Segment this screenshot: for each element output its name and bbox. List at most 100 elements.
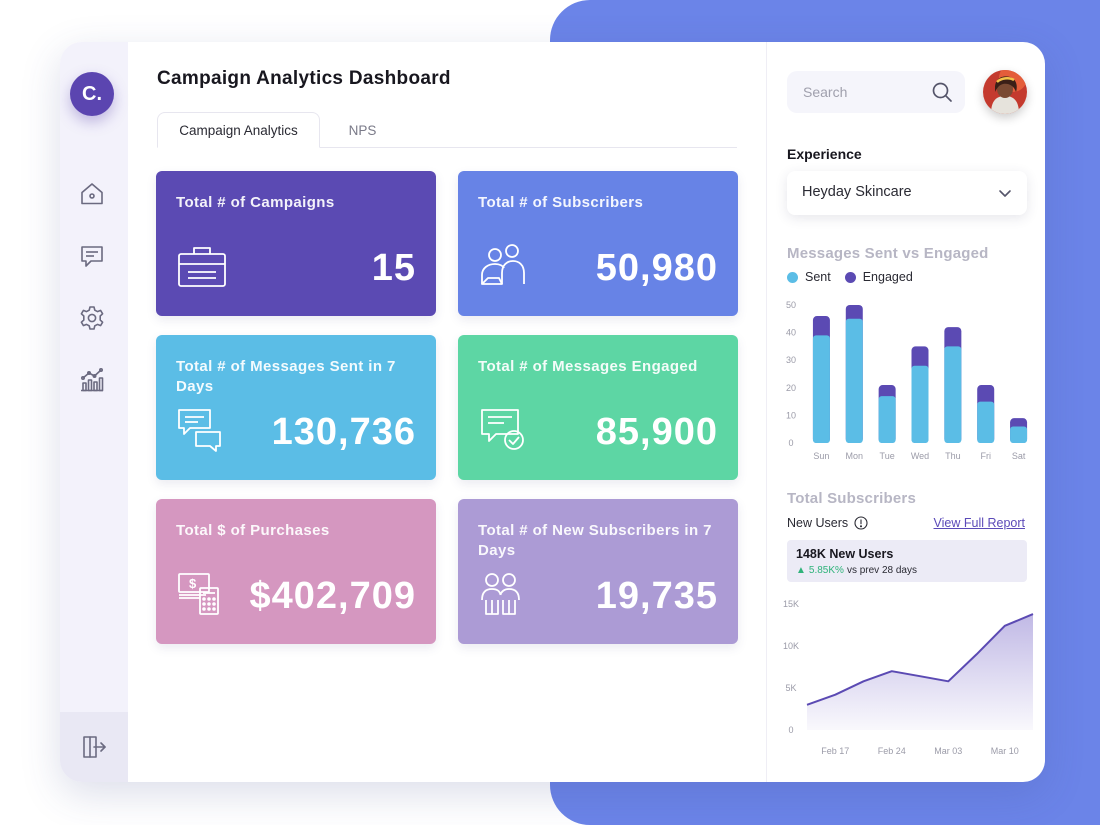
bar-sent xyxy=(878,396,896,443)
bar-sent xyxy=(1010,426,1028,443)
y-tick-label: 40 xyxy=(786,328,796,338)
messages-chart-title: Messages Sent vs Engaged xyxy=(787,245,989,262)
tab-nps[interactable]: NPS xyxy=(348,122,377,138)
card-value: 50,980 xyxy=(595,247,718,289)
x-tick-label: Mar 03 xyxy=(934,746,962,756)
card-total-subscribers[interactable]: Total # of Subscribers 50,980 xyxy=(458,171,738,316)
legend-item-engaged: Engaged xyxy=(844,270,913,284)
experience-title: Experience xyxy=(787,146,862,162)
search-icon[interactable] xyxy=(931,81,953,103)
card-label: Total # of Subscribers xyxy=(478,194,644,211)
x-tick-label: Tue xyxy=(880,451,895,461)
home-icon xyxy=(81,183,103,205)
card-total-purchases[interactable]: Total $ of Purchases $ $402,709 xyxy=(156,499,436,644)
card-total-campaigns[interactable]: Total # of Campaigns 15 xyxy=(156,171,436,316)
x-tick-label: Feb 24 xyxy=(878,746,906,756)
dashboard-window: C. xyxy=(60,42,1045,782)
messages-bar-chart: 0 10 20 30 40 50 Sun Mon Tue Wed Thu Fri Sat xyxy=(786,300,1028,461)
x-tick-label: Thu xyxy=(945,451,961,461)
card-new-subscribers[interactable]: Total # of New Subscribers in 7 Days 19,… xyxy=(458,499,738,644)
info-icon[interactable] xyxy=(854,516,868,530)
experience-select[interactable]: Heyday Skincare xyxy=(787,171,1027,215)
y-tick-label: 0 xyxy=(788,725,793,735)
card-value: 85,900 xyxy=(595,411,718,453)
money-calculator-icon: $ xyxy=(176,570,228,618)
card-messages-sent[interactable]: Total # of Messages Sent in 7 Days 130,7… xyxy=(156,335,436,480)
y-tick-label: 30 xyxy=(786,355,796,365)
avatar[interactable] xyxy=(983,70,1027,114)
card-messages-engaged[interactable]: Total # of Messages Engaged 85,900 xyxy=(458,335,738,480)
chat-icon xyxy=(81,246,103,267)
main-content: Campaign Analytics Dashboard Campaign An… xyxy=(128,42,766,782)
legend-dot-sent xyxy=(787,271,798,283)
y-tick-label: 15K xyxy=(783,599,799,609)
gear-icon xyxy=(80,306,104,330)
legend-label-sent: Sent xyxy=(805,270,831,284)
y-tick-label: 0 xyxy=(788,438,793,448)
area-fill xyxy=(807,614,1033,730)
view-full-report-link[interactable]: View Full Report xyxy=(933,516,1025,530)
analytics-icon xyxy=(80,367,104,392)
chevron-down-icon xyxy=(999,190,1011,197)
bar-stack-wed xyxy=(911,346,929,443)
bar-stack-sun xyxy=(812,316,830,443)
x-tick-label: Mon xyxy=(846,451,864,461)
card-value: 19,735 xyxy=(595,575,718,617)
summary-change-row: ▲ 5.85K% vs prev 28 days xyxy=(796,565,917,576)
series-line xyxy=(806,613,1034,706)
message-check-icon xyxy=(478,406,530,454)
messages-icon xyxy=(176,406,228,454)
new-users-label: New Users xyxy=(787,516,849,530)
tab-campaign-analytics[interactable]: Campaign Analytics xyxy=(157,112,320,148)
card-label: Total # of Messages Engaged xyxy=(478,358,698,375)
bar-stack-mon xyxy=(845,305,863,443)
sidebar-item-analytics[interactable] xyxy=(78,366,106,394)
right-panel: Experience Heyday Skincare Messages Sent… xyxy=(766,42,1045,782)
tab-bar: Campaign Analytics NPS xyxy=(157,112,737,148)
bar-stack-tue xyxy=(878,385,896,443)
page-title: Campaign Analytics Dashboard xyxy=(157,68,451,89)
x-tick-label: Fri xyxy=(980,451,991,461)
y-tick-label: 10K xyxy=(783,641,799,651)
subscribers-line-chart: 0 5K 10K 15K Feb 17 Feb 24 Mar 03 Mar 10 xyxy=(783,599,1034,756)
logout-icon xyxy=(83,736,106,758)
new-users-summary: 148K New Users ▲ 5.85K% vs prev 28 days xyxy=(787,540,1027,582)
logo[interactable]: C. xyxy=(70,72,114,116)
svg-text:$: $ xyxy=(189,576,197,591)
sidebar-item-messages[interactable] xyxy=(78,242,106,270)
card-value: 130,736 xyxy=(271,411,416,453)
bar-sent xyxy=(911,365,929,443)
card-label: Total # of New Subscribers in 7 Days xyxy=(478,522,712,559)
new-users-icon xyxy=(478,570,530,618)
logout-button[interactable] xyxy=(60,712,128,782)
experience-selected: Heyday Skincare xyxy=(802,184,912,200)
search-box xyxy=(787,71,965,113)
users-icon xyxy=(478,242,530,290)
new-users-label-row: New Users xyxy=(787,516,868,530)
legend-label-engaged: Engaged xyxy=(862,270,913,284)
summary-title: 148K New Users xyxy=(796,547,894,561)
x-tick-label: Sat xyxy=(1012,451,1026,461)
bar-sent xyxy=(812,335,830,443)
x-tick-label: Feb 17 xyxy=(821,746,849,756)
card-label: Total # of Messages Sent in 7 Days xyxy=(176,358,396,395)
bar-stack-sat xyxy=(1010,418,1028,443)
card-value: 15 xyxy=(371,247,416,289)
summary-period: vs prev 28 days xyxy=(846,565,917,576)
x-tick-label: Wed xyxy=(911,451,929,461)
sidebar: C. xyxy=(60,42,128,782)
summary-change: 5.85K% xyxy=(808,565,844,576)
bar-sent xyxy=(977,401,995,443)
y-tick-label: 5K xyxy=(785,683,796,693)
briefcase-icon xyxy=(176,242,228,290)
y-tick-label: 10 xyxy=(786,410,796,420)
sidebar-item-home[interactable] xyxy=(78,180,106,208)
sidebar-item-settings[interactable] xyxy=(78,304,106,332)
subscribers-title: Total Subscribers xyxy=(787,490,916,507)
legend-item-sent: Sent xyxy=(787,270,831,284)
bar-stack-thu xyxy=(944,327,962,443)
card-label: Total # of Campaigns xyxy=(176,194,335,211)
bar-sent xyxy=(845,318,863,443)
search-input[interactable] xyxy=(803,82,923,102)
y-tick-label: 50 xyxy=(786,300,796,310)
